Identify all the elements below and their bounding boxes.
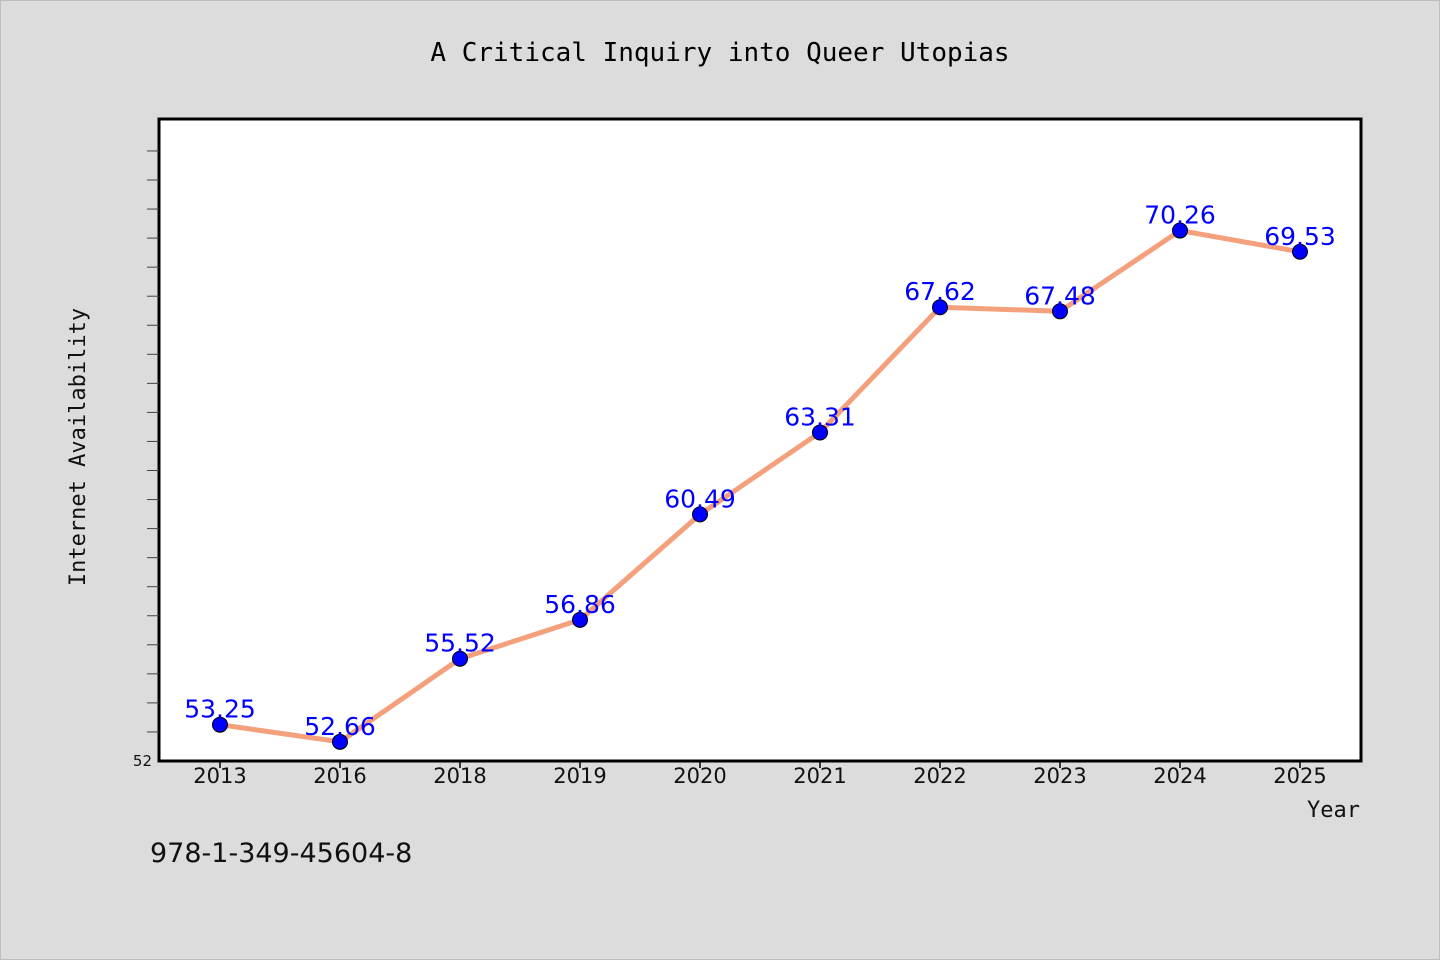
data-point-2016 <box>332 733 348 750</box>
x-tick-label-2023: 2023 <box>1033 764 1086 788</box>
data-point-2022 <box>932 299 948 316</box>
y-axis-title: Internet Availability <box>66 308 91 586</box>
data-label-2024: 70.26 <box>1144 201 1216 230</box>
x-tick-label-2021: 2021 <box>793 764 846 788</box>
x-axis-ticks: 2013 2016 2018 2019 2020 2021 2022 2023 2024 2025 <box>193 761 1327 788</box>
x-tick-label-2024: 2024 <box>1153 764 1206 788</box>
x-axis-title: Year <box>1307 798 1360 823</box>
x-tick-label-2013: 2013 <box>193 764 246 788</box>
y-axis-minor-ticks <box>147 150 159 733</box>
data-point-2023 <box>1052 303 1068 320</box>
series-line <box>217 228 1303 745</box>
data-point-2020 <box>692 506 708 523</box>
data-label-2018: 55.52 <box>424 629 496 658</box>
data-markers <box>212 222 1308 750</box>
data-labels: 53.25 52.66 55.52 56.86 60.49 63.31 67.62 67.48… <box>184 201 1336 741</box>
data-label-2021: 63.31 <box>784 402 856 431</box>
x-tick-label-2018: 2018 <box>433 764 486 788</box>
isbn-text: 978-1-349-45604-8 <box>150 838 412 869</box>
data-label-2016: 52.66 <box>304 712 376 741</box>
data-label-2025: 69.53 <box>1264 222 1336 251</box>
plot-area <box>157 117 1363 763</box>
series-line-group <box>217 228 1303 745</box>
data-point-2013 <box>212 716 228 733</box>
data-label-2022: 67.62 <box>904 277 976 306</box>
x-tick-label-2019: 2019 <box>553 764 606 788</box>
y-tick-label-52: 52 <box>133 752 152 770</box>
data-point-2024 <box>1172 222 1188 239</box>
x-tick-label-2025: 2025 <box>1273 764 1326 788</box>
x-tick-label-2016: 2016 <box>313 764 366 788</box>
chart-title: A Critical Inquiry into Queer Utopias <box>430 38 1009 68</box>
data-point-2021 <box>812 424 828 441</box>
data-point-2025 <box>1292 243 1308 260</box>
x-tick-label-2022: 2022 <box>913 764 966 788</box>
data-point-2018 <box>452 650 468 667</box>
data-label-2019: 56.86 <box>544 590 616 619</box>
x-tick-label-2020: 2020 <box>673 764 726 788</box>
data-label-2023: 67.48 <box>1024 281 1096 310</box>
data-point-2019 <box>572 611 588 628</box>
data-label-2020: 60.49 <box>664 484 736 513</box>
data-label-2013: 53.25 <box>184 695 256 724</box>
